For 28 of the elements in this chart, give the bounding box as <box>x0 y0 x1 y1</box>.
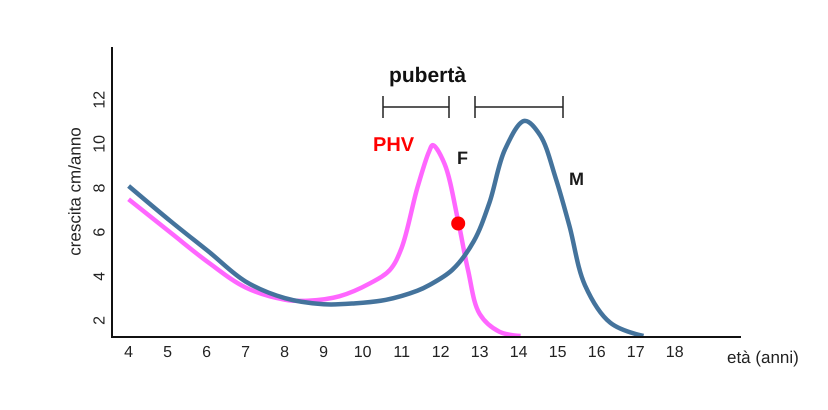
x-tick-label: 8 <box>280 344 290 362</box>
y-tick-label: 8 <box>92 183 109 192</box>
annotation: PHV <box>373 134 415 156</box>
x-tick-label: 6 <box>202 344 212 362</box>
x-tick-label: 18 <box>666 344 684 362</box>
x-axis-title: età (anni) <box>727 348 799 367</box>
x-tick-label: 15 <box>548 344 567 362</box>
x-tick-label: 17 <box>626 344 645 362</box>
x-tick-label: 11 <box>393 344 410 362</box>
x-tick-label: 12 <box>432 344 450 362</box>
x-tick-label: 9 <box>319 344 328 362</box>
x-tick-label: 16 <box>588 344 606 362</box>
x-tick-label: 5 <box>163 344 172 362</box>
annotation: pubertà <box>389 64 466 87</box>
y-tick-label: 2 <box>92 316 109 325</box>
x-tick-label: 13 <box>470 344 489 362</box>
x-tick-label: 4 <box>124 344 134 362</box>
series-label: M <box>569 169 584 189</box>
y-tick-label: 4 <box>92 272 109 281</box>
x-tick-label: 7 <box>241 344 250 362</box>
y-tick-label: 10 <box>92 134 109 153</box>
y-tick-label: 6 <box>92 228 109 237</box>
x-tick-label: 10 <box>354 344 372 362</box>
line-series <box>126 118 646 336</box>
x-tick-label: 14 <box>510 344 528 362</box>
y-tick-label: 12 <box>92 90 109 109</box>
series-label: F <box>457 148 468 168</box>
y-axis-title: crescita cm/anno <box>66 127 85 256</box>
